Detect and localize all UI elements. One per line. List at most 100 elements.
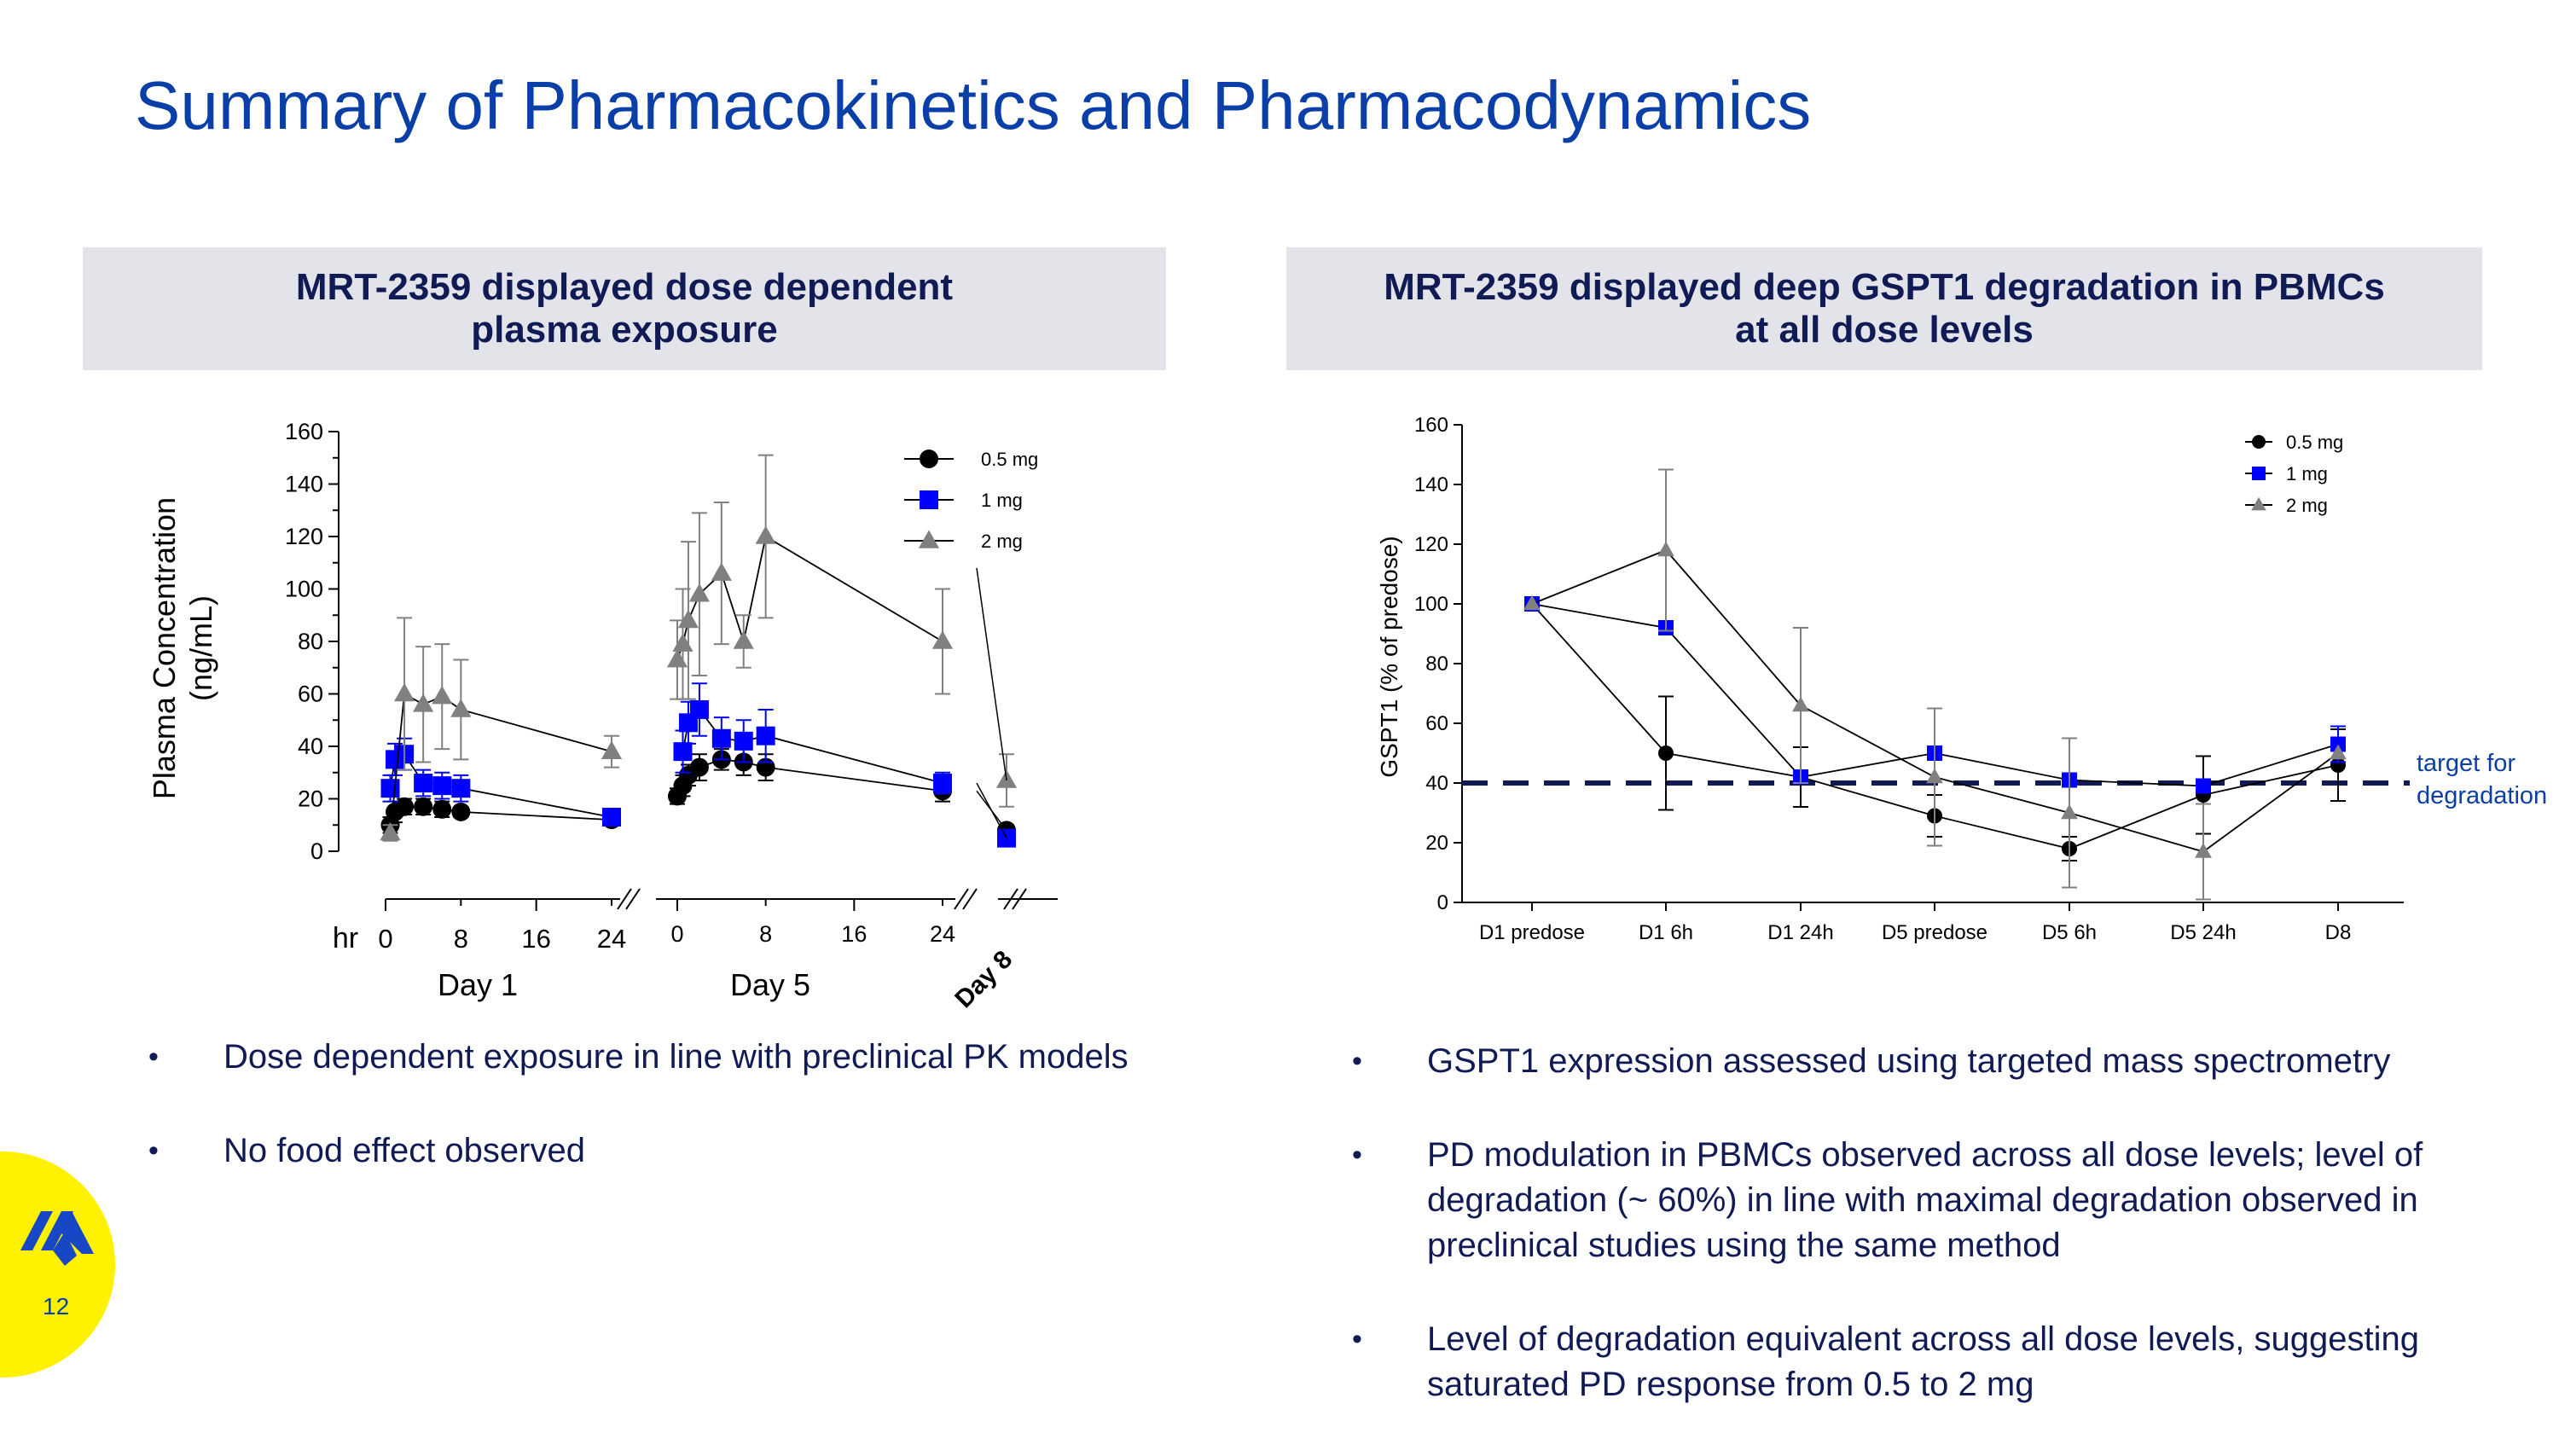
- pk-axis-break: [954, 888, 969, 910]
- left-header-line-2: plasma exposure: [471, 309, 778, 351]
- pd-target-label-line-2: degradation: [2417, 782, 2547, 809]
- pd-y-tick-label: 60: [1425, 712, 1448, 735]
- pk-point: [432, 685, 453, 705]
- left-panel-header: MRT-2359 displayed dose dependent plasma…: [83, 247, 1166, 370]
- pk-ylabel-line-2: (ng/mL): [183, 595, 218, 701]
- pk-point: [733, 630, 754, 649]
- pd-point: [2330, 744, 2347, 760]
- pk-point: [380, 821, 401, 841]
- pk-y-tick-label: 100: [285, 577, 323, 602]
- pk-y-tick-label: 0: [310, 838, 323, 864]
- pk-y-tick-label: 140: [285, 472, 323, 497]
- pk-axis-break: [617, 888, 632, 910]
- pk-point: [689, 699, 709, 719]
- pk-point: [450, 699, 472, 717]
- pk-legend-marker: [918, 530, 940, 548]
- pk-point: [451, 802, 471, 821]
- pk-y-tick-label: 120: [285, 524, 323, 549]
- pk-point: [414, 774, 433, 793]
- pd-legend-marker: [2252, 467, 2266, 480]
- pd-x-tick-label: D5 6h: [2042, 921, 2097, 944]
- pk-point: [711, 562, 732, 581]
- pk-point: [711, 728, 731, 748]
- pk-x-tick-label: 8: [759, 921, 772, 947]
- pd-legend-label: 0.5 mg: [2286, 432, 2343, 453]
- pk-point: [432, 776, 452, 796]
- pk-point: [689, 757, 709, 777]
- pk-point: [413, 693, 434, 712]
- pk-point: [755, 525, 776, 544]
- pk-point: [931, 630, 954, 649]
- pd-x-tick-label: D1 24h: [1767, 921, 1833, 944]
- pk-x-tick-label: 0: [670, 921, 683, 947]
- pk-series-2mg: [380, 454, 1018, 842]
- pk-x-tick-label: 8: [454, 924, 468, 954]
- pd-legend-marker: [2252, 435, 2266, 449]
- pk-series-line: [389, 693, 612, 833]
- pk-point: [432, 799, 452, 819]
- pd-point: [2330, 736, 2346, 752]
- pk-series-05mg: [380, 748, 1016, 840]
- pk-point: [933, 774, 952, 793]
- right-panel-header: MRT-2359 displayed deep GSPT1 degradatio…: [1286, 247, 2482, 370]
- pk-point: [451, 779, 471, 798]
- pd-point: [1523, 595, 1541, 611]
- right-bullet-2: PD modulation in PBMCs observed across a…: [1352, 1133, 2486, 1268]
- pk-series-line: [676, 535, 943, 660]
- pd-y-tick-label: 20: [1425, 832, 1448, 855]
- pk-point: [601, 740, 623, 759]
- page-number: 12: [43, 1293, 70, 1320]
- pd-point: [1657, 541, 1674, 557]
- right-bullet-3: Level of degradation equivalent across a…: [1352, 1317, 2486, 1407]
- pd-x-tick-label: D1 predose: [1479, 921, 1585, 944]
- pk-point: [602, 808, 621, 827]
- pk-point: [666, 648, 688, 668]
- pk-axis-break: [625, 888, 641, 910]
- pk-point: [414, 797, 433, 816]
- pd-y-tick-label: 120: [1414, 533, 1448, 556]
- pk-point: [673, 742, 693, 762]
- pk-x-unit-label: hr: [333, 922, 358, 954]
- pd-y-tick-label: 0: [1437, 891, 1448, 914]
- pd-point: [1658, 745, 1674, 761]
- pk-x-tick-label: 16: [841, 921, 867, 947]
- pk-segment-label-day1: Day 1: [438, 967, 518, 1002]
- right-bullet-list: GSPT1 expression assessed using targeted…: [1352, 1039, 2486, 1456]
- pd-target-label-line-1: target for: [2417, 750, 2515, 777]
- pk-legend-marker: [920, 490, 938, 509]
- pk-point: [688, 583, 711, 602]
- pk-point: [734, 731, 753, 751]
- pk-series-bridge: [976, 782, 1007, 838]
- pk-point: [393, 682, 415, 702]
- pk-y-tick-label: 40: [298, 734, 323, 759]
- right-header-line-2: at all dose levels: [1735, 309, 2034, 351]
- pk-segment-label-day8: Day 8: [949, 945, 1018, 1013]
- pk-point: [395, 797, 415, 816]
- pd-series-2mg: [1523, 468, 2347, 901]
- pk-ylabel-line-1: Plasma Concentration: [147, 497, 182, 799]
- pd-x-tick-label: D5 24h: [2170, 921, 2236, 944]
- company-logo-icon: [20, 1211, 94, 1266]
- pd-x-tick-label: D5 predose: [1882, 921, 1987, 944]
- pk-legend-label: 2 mg: [981, 531, 1023, 552]
- pd-legend-label: 1 mg: [2286, 463, 2328, 484]
- pk-legend-marker: [920, 450, 938, 468]
- pd-y-tick-label: 160: [1414, 414, 1448, 437]
- pk-segment-label-day5: Day 5: [730, 967, 810, 1002]
- pk-point: [380, 779, 400, 798]
- pd-point: [1792, 696, 1809, 712]
- pd-point: [2196, 778, 2211, 794]
- left-bullet-2: No food effect observed: [148, 1128, 1155, 1174]
- pd-y-tick-label: 140: [1414, 473, 1448, 496]
- pd-legend-marker: [2251, 496, 2266, 511]
- right-bullet-1: GSPT1 expression assessed using targeted…: [1352, 1039, 2486, 1084]
- pd-x-tick-label: D8: [2325, 921, 2352, 944]
- pk-point: [677, 609, 699, 629]
- pk-legend-label: 1 mg: [981, 490, 1023, 511]
- pk-y-tick-label: 160: [285, 419, 323, 444]
- pk-y-tick-label: 80: [298, 629, 323, 654]
- left-bullet-list: Dose dependent exposure in line with pre…: [148, 1035, 1155, 1222]
- pd-point: [2195, 843, 2212, 858]
- pk-point: [672, 633, 693, 652]
- pd-legend-label: 2 mg: [2286, 495, 2328, 516]
